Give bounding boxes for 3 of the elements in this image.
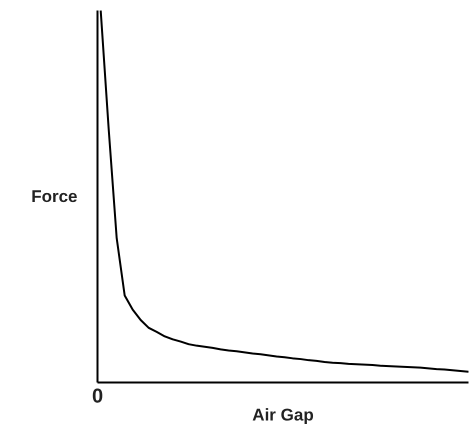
y-axis-title: Force bbox=[31, 187, 78, 206]
x-axis-title: Air Gap bbox=[252, 406, 314, 424]
text: 0 bbox=[92, 386, 104, 408]
